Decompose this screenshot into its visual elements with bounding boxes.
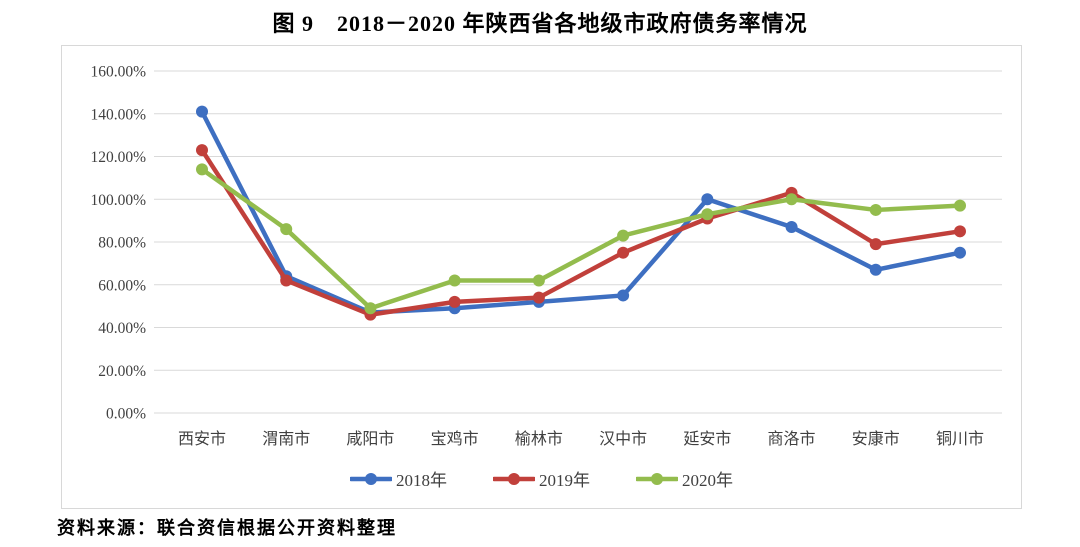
chart-legend: 2018年 2019年 2020年 [62,466,1021,491]
x-tick-label: 商洛市 [768,430,816,448]
data-point-2020年 [617,229,630,242]
data-point-2020年 [448,274,461,287]
x-tick-label: 延安市 [683,430,731,448]
data-point-2018年 [954,246,966,259]
data-point-2018年 [196,105,208,118]
data-point-2018年 [869,263,882,276]
series-line-2019年 [199,147,963,317]
x-tick-label: 西安市 [178,430,226,448]
y-tick-label: 20.00% [98,363,146,380]
line-chart: 0.00% 20.00% 40.00% 60.00% 80.00% 100.00% 120.… [90,64,1002,448]
y-tick-label: 100.00% [90,192,146,209]
data-point-2020年 [785,193,798,206]
data-point-2020年 [869,203,882,216]
y-tick-label: 0.00% [106,406,146,423]
legend-swatch-icon [636,472,678,485]
x-tick-label: 铜川市 [936,430,984,448]
chart-frame: 0.00% 20.00% 40.00% 60.00% 80.00% 100.00% 120.… [61,45,1022,509]
data-point-2019年 [532,291,545,304]
legend-swatch-icon [493,472,535,485]
y-tick-label: 40.00% [98,320,146,337]
data-point-2020年 [364,302,377,315]
data-point-2020年 [280,223,293,236]
legend-label: 2019年 [539,471,590,490]
data-point-2018年 [617,289,630,302]
data-point-2018年 [785,221,798,234]
y-tick-label: 140.00% [90,106,146,123]
data-point-2019年 [869,238,882,251]
y-tick-label: 160.00% [90,64,146,81]
x-tick-label: 咸阳市 [346,430,394,448]
legend-item-2020年: 2020年 [636,466,733,491]
x-tick-label: 榆林市 [515,430,563,448]
data-point-2020年 [196,163,208,176]
x-tick-label: 安康市 [852,430,900,448]
data-point-2020年 [954,199,966,212]
series-line-2018年 [199,109,963,315]
x-tick-label: 汉中市 [599,430,647,448]
data-point-2019年 [448,295,461,308]
data-point-2019年 [954,225,966,238]
figure-title: 图 9 2018－2020 年陕西省各地级市政府债务率情况 [272,11,808,36]
y-tick-label: 60.00% [98,277,146,294]
legend-label: 2020年 [682,471,733,490]
data-point-2020年 [701,208,714,221]
legend-item-2019年: 2019年 [493,466,590,491]
legend-label: 2018年 [396,471,447,490]
x-tick-label: 渭南市 [262,430,310,448]
data-point-2018年 [701,193,714,206]
x-tick-label: 宝鸡市 [431,430,479,448]
data-point-2019年 [617,246,630,259]
data-point-2020年 [532,274,545,287]
y-tick-label: 80.00% [98,235,146,252]
legend-swatch-icon [350,472,392,485]
legend-item-2018年: 2018年 [350,466,447,491]
data-point-2019年 [196,144,208,157]
y-tick-label: 120.00% [90,149,146,166]
data-point-2019年 [280,274,293,287]
series-line-2020年 [199,167,963,311]
source-note: 资料来源：联合资信根据公开资料整理 [57,518,397,538]
